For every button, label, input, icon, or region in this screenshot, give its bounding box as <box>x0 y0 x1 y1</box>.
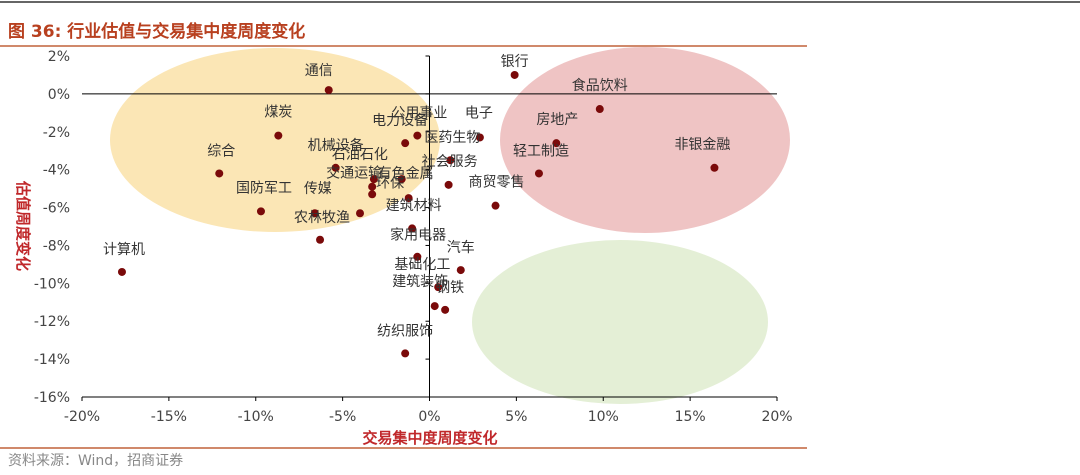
y-tick-label: -4% <box>43 163 70 179</box>
x-tick-label: 5% <box>505 409 527 425</box>
point-label: 有色金属 <box>378 165 434 182</box>
point-label: 环保 <box>376 176 404 192</box>
point <box>552 139 561 148</box>
point <box>441 305 450 314</box>
point-label: 综合 <box>207 143 235 159</box>
point <box>117 267 126 276</box>
point <box>324 86 333 95</box>
point <box>510 70 519 79</box>
point <box>444 180 453 189</box>
zone-green <box>472 240 768 404</box>
point-label: 机械设备 <box>308 137 364 154</box>
point <box>274 131 283 140</box>
point-label: 房地产 <box>536 112 578 128</box>
y-tick-label: -8% <box>43 238 70 254</box>
point-label: 农林牧渔 <box>294 210 350 226</box>
point <box>430 302 439 311</box>
plot: -20% -15% -10% -5% 0% 5% 10% 15% 20% 2% 0% -2% -4% -6… <box>34 49 793 425</box>
point-label: 通信 <box>305 63 333 79</box>
point-label: 钢铁 <box>436 280 464 296</box>
y-tick-label: -6% <box>43 201 70 217</box>
point <box>368 190 377 199</box>
point-label: 煤炭 <box>264 105 292 121</box>
point <box>356 209 364 218</box>
point-label: 医药生物 <box>424 130 480 146</box>
y-tick-label: -2% <box>43 125 70 141</box>
point <box>368 182 377 191</box>
point-label: 轻工制造 <box>513 143 569 159</box>
point <box>408 224 417 233</box>
point-label: 汽车 <box>447 239 475 256</box>
x-tick-label: 10% <box>588 409 619 425</box>
zone-red <box>500 47 790 233</box>
point <box>491 201 500 210</box>
point-label: 基础化工 <box>394 256 450 273</box>
point <box>331 163 340 172</box>
x-tick-label: -5% <box>329 409 356 425</box>
point-label: 公用事业 <box>391 106 447 122</box>
point-label: 非银金融 <box>674 137 730 153</box>
y-tick-label: -10% <box>34 276 70 292</box>
point <box>397 175 406 184</box>
y-axis-label: 估值周度变化 <box>14 180 32 271</box>
point <box>256 207 265 216</box>
point-label: 电力设备 <box>372 112 428 129</box>
point <box>369 175 378 184</box>
y-tick-label: 2% <box>48 49 70 65</box>
point <box>595 105 604 114</box>
point <box>710 163 719 172</box>
y-tick-label: 0% <box>48 87 70 103</box>
x-tick-label: 0% <box>418 409 440 425</box>
point <box>310 209 319 218</box>
y-tick-label: -16% <box>34 390 70 406</box>
point-label: 社会服务 <box>422 154 478 170</box>
x-tick-label: -10% <box>238 409 274 425</box>
y-tick-label: -14% <box>34 352 70 368</box>
point <box>446 156 455 165</box>
point-label: 交通运输 <box>326 164 382 181</box>
point-label: 建筑装饰 <box>392 274 448 290</box>
point <box>401 349 410 358</box>
point-label: 国防军工 <box>236 180 292 196</box>
point <box>475 133 484 142</box>
point-label: 银行 <box>501 54 529 70</box>
x-tick-label: -15% <box>151 409 187 425</box>
point-label: 石油石化 <box>332 147 388 163</box>
point <box>215 169 224 178</box>
x-tick-label: 20% <box>761 409 792 425</box>
x-tick-label: 15% <box>675 409 706 425</box>
point-label: 纺织服饰 <box>377 323 433 339</box>
figure-title: 图 36: 行业估值与交易集中度周度变化 <box>8 21 305 42</box>
point <box>401 139 410 148</box>
x-tick-label: -20% <box>64 409 100 425</box>
source-note: 资料来源：Wind，招商证券 <box>8 453 183 469</box>
point-label: 建筑材料 <box>386 198 442 214</box>
point <box>413 131 422 140</box>
point-label: 计算机 <box>103 242 145 258</box>
point-label: 商贸零售 <box>469 175 525 191</box>
point <box>534 169 543 178</box>
point-label: 传媒 <box>304 181 332 197</box>
x-axis-label: 交易集中度周度变化 <box>362 429 497 447</box>
point <box>434 283 443 292</box>
point <box>413 252 422 261</box>
point-label: 食品饮料 <box>572 77 628 94</box>
point <box>316 235 325 244</box>
point <box>456 266 465 275</box>
point-label: 家用电器 <box>390 226 446 243</box>
point-label: 电子 <box>465 105 493 121</box>
point <box>404 194 413 203</box>
y-tick-label: -12% <box>34 314 70 330</box>
